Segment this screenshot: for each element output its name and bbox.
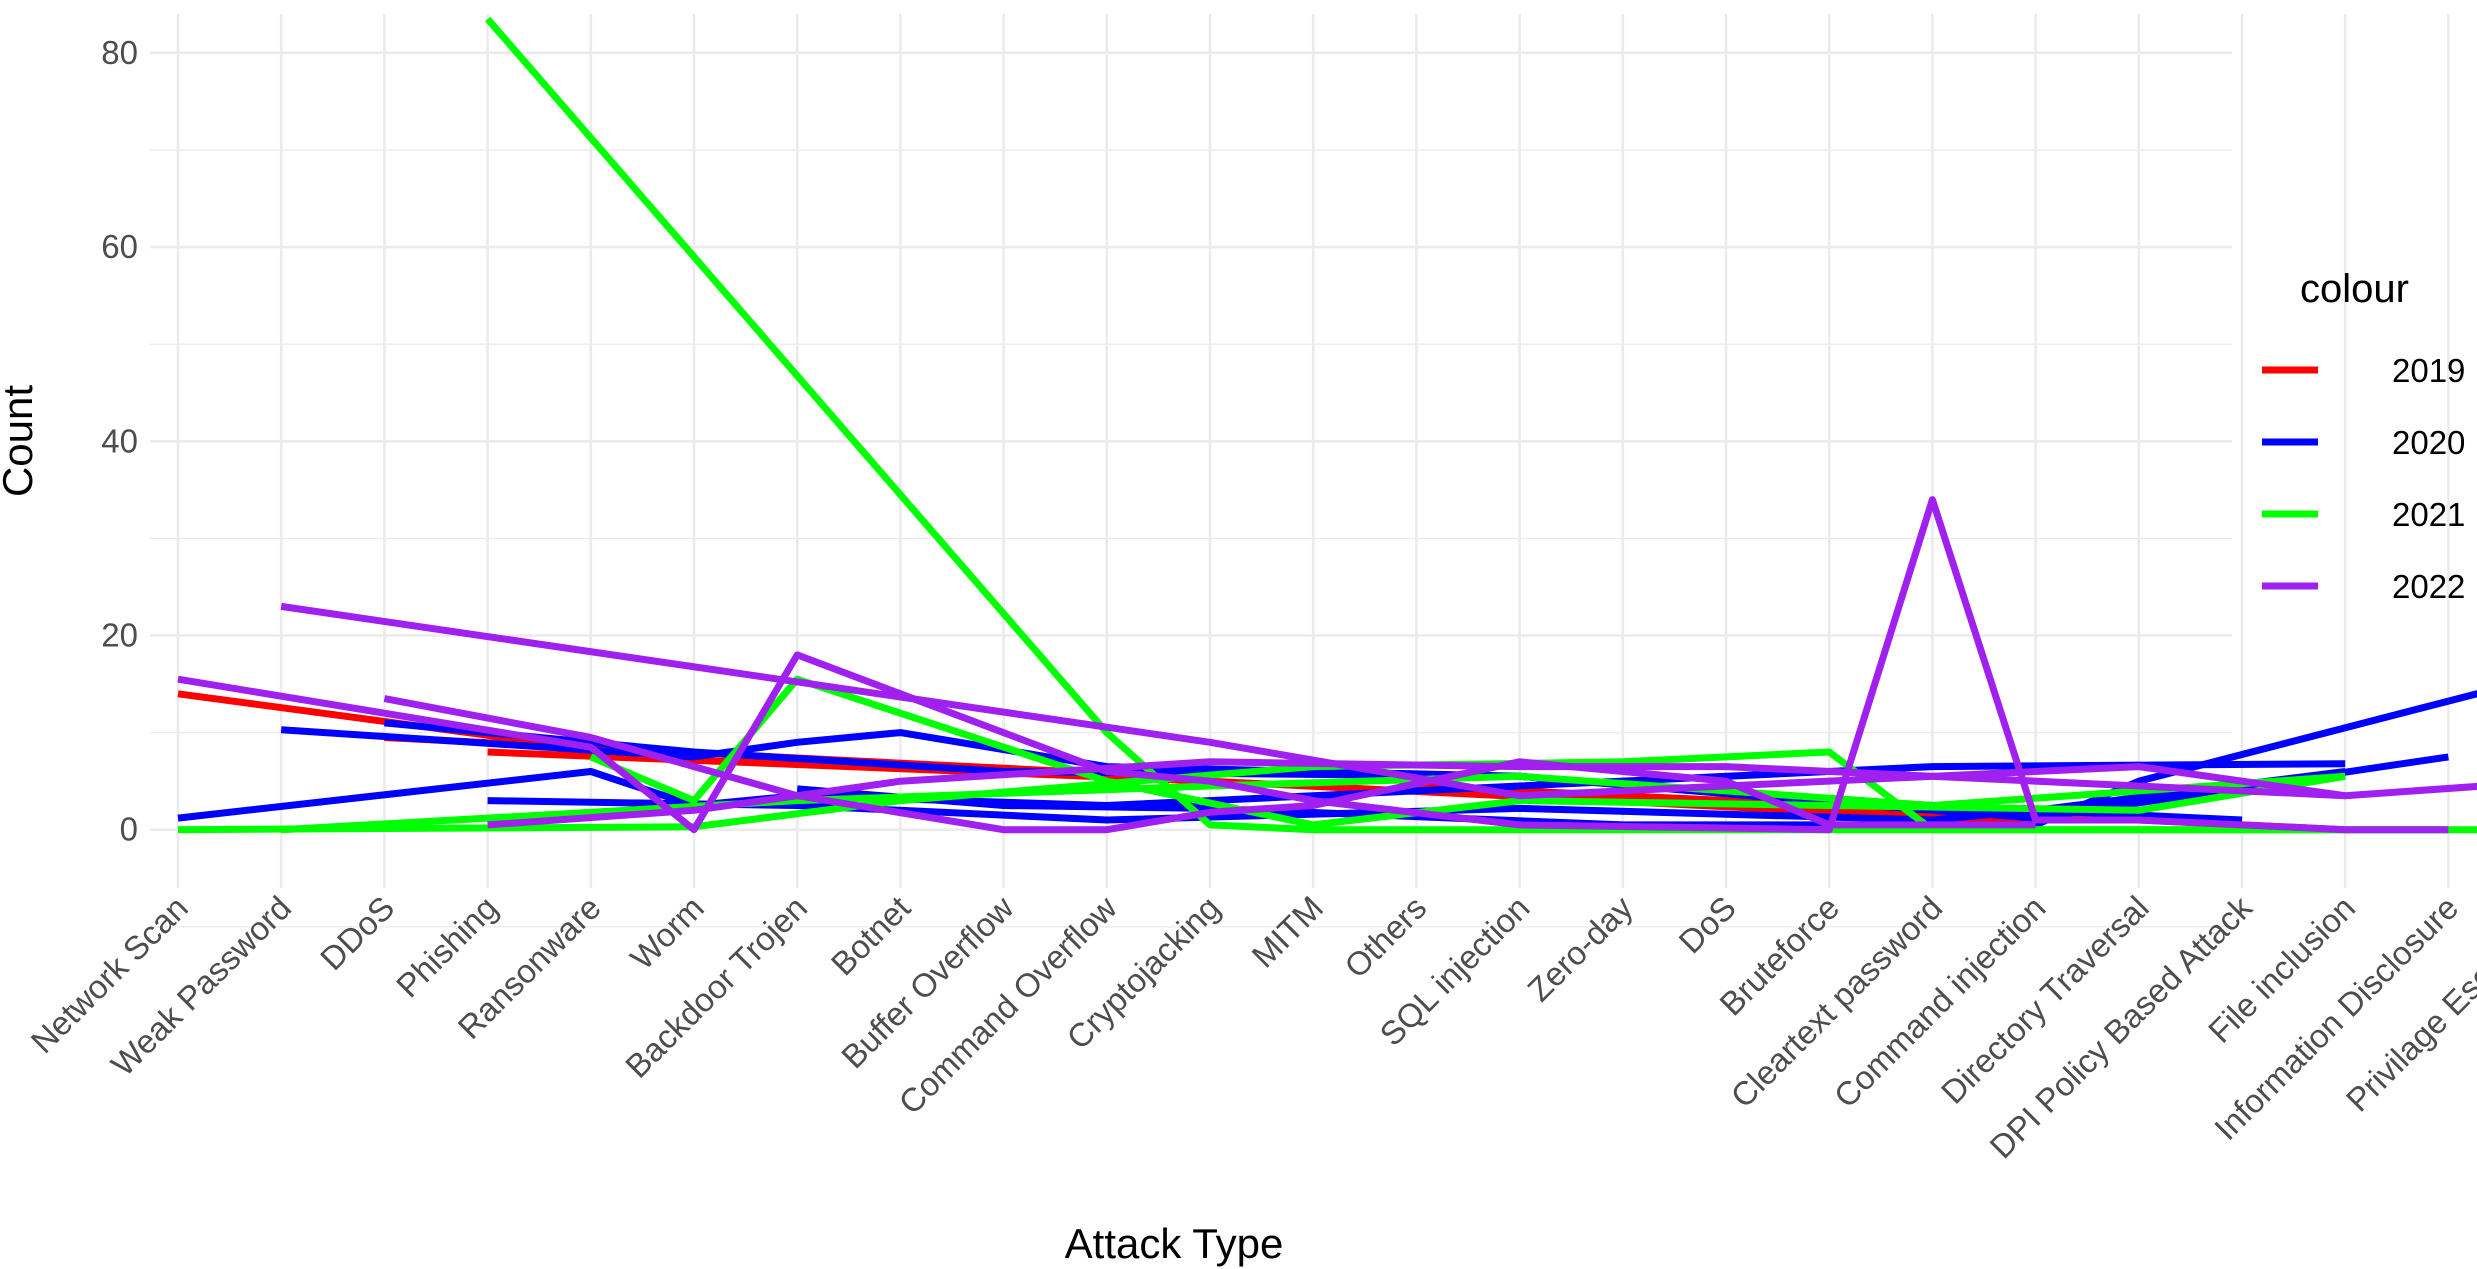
series-line-2022 [177,496,2449,834]
series-line-2022 [383,695,2036,834]
y-tick-label: 60 [101,228,138,265]
series-line-2022 [487,758,2346,829]
y-tick-label: 40 [101,422,138,459]
series-line-2022 [280,602,2477,800]
legend-label-2021: 2021 [2392,496,2465,533]
legend-label-2022: 2022 [2392,568,2465,605]
y-tick-label: 20 [101,617,138,654]
y-tick-label: 80 [101,34,138,71]
series-line-2019 [177,690,592,753]
y-axis-title: Count [0,385,41,497]
legend: colour 2019 2020 2021 2022 [2262,267,2465,605]
y-tick-label: 0 [120,811,138,848]
legend-label-2019: 2019 [2392,352,2465,389]
y-tick-labels: 0 20 40 60 80 [101,34,138,848]
x-axis-title: Attack Type [1065,1220,1284,1267]
legend-title: colour [2300,267,2409,311]
legend-label-2020: 2020 [2392,424,2465,461]
series-lines [177,16,2477,834]
